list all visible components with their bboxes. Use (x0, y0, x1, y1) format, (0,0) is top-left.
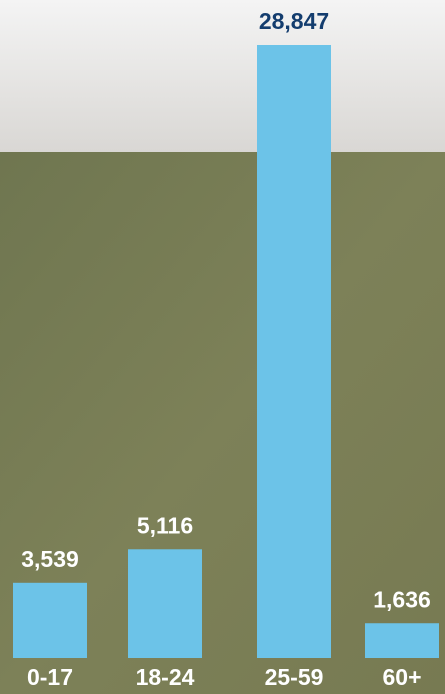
bar (128, 549, 202, 658)
x-tick-label: 0-17 (27, 664, 73, 690)
x-tick-label: 60+ (382, 664, 421, 690)
bar (13, 583, 87, 658)
x-tick-label: 18-24 (136, 664, 195, 690)
bar (257, 45, 331, 658)
value-label: 28,847 (259, 8, 329, 34)
value-label: 1,636 (373, 586, 431, 612)
background-sky (0, 0, 445, 152)
value-label: 3,539 (21, 546, 79, 572)
bar (365, 623, 439, 658)
chart: 3,539 0-17 5,116 18-24 28,847 25-59 1,636 60+ (0, 0, 445, 694)
x-tick-label: 25-59 (265, 664, 324, 690)
value-label: 5,116 (137, 512, 193, 538)
